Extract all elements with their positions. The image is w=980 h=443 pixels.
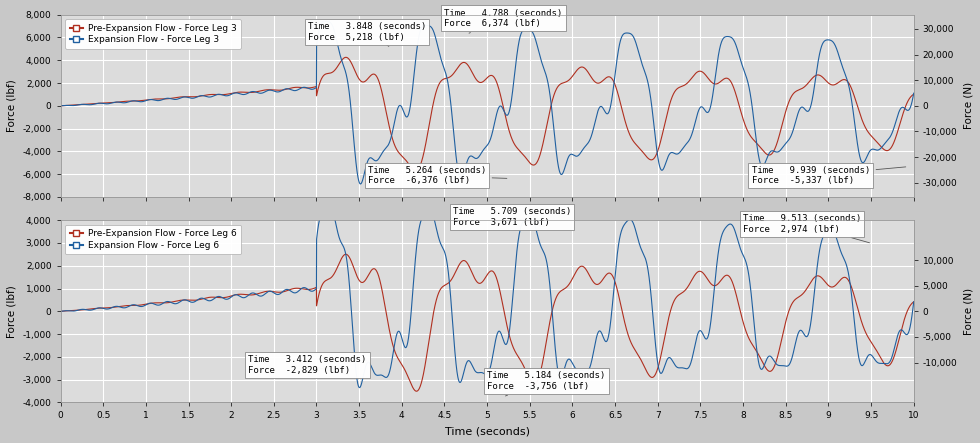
Y-axis label: Force (lbf): Force (lbf) bbox=[7, 79, 17, 132]
Text: Time   3.848 (seconds)
Force  5,218 (lbf): Time 3.848 (seconds) Force 5,218 (lbf) bbox=[308, 22, 426, 47]
Legend: Pre-Expansion Flow - Force Leg 6, Expansion Flow - Force Leg 6: Pre-Expansion Flow - Force Leg 6, Expans… bbox=[65, 225, 241, 254]
Text: Time   3.412 (seconds)
Force  -2,829 (lbf): Time 3.412 (seconds) Force -2,829 (lbf) bbox=[248, 355, 367, 375]
Text: Time   9.513 (seconds)
Force  2,974 (lbf): Time 9.513 (seconds) Force 2,974 (lbf) bbox=[743, 214, 869, 243]
X-axis label: Time (seconds): Time (seconds) bbox=[445, 426, 529, 436]
Text: Time   5.709 (seconds)
Force  3,671 (lbf): Time 5.709 (seconds) Force 3,671 (lbf) bbox=[453, 207, 571, 227]
Text: Time   5.264 (seconds)
Force  -6,376 (lbf): Time 5.264 (seconds) Force -6,376 (lbf) bbox=[368, 166, 507, 185]
Y-axis label: Force (N): Force (N) bbox=[963, 288, 973, 335]
Text: Time   9.939 (seconds)
Force  -5,337 (lbf): Time 9.939 (seconds) Force -5,337 (lbf) bbox=[752, 166, 906, 185]
Text: Time   5.184 (seconds)
Force  -3,756 (lbf): Time 5.184 (seconds) Force -3,756 (lbf) bbox=[487, 371, 606, 396]
Text: Time   4.788 (seconds)
Force  6,374 (lbf): Time 4.788 (seconds) Force 6,374 (lbf) bbox=[445, 9, 563, 33]
Y-axis label: Force (lbf): Force (lbf) bbox=[7, 285, 17, 338]
Legend: Pre-Expansion Flow - Force Leg 3, Expansion Flow - Force Leg 3: Pre-Expansion Flow - Force Leg 3, Expans… bbox=[65, 19, 241, 49]
Y-axis label: Force (N): Force (N) bbox=[963, 82, 973, 129]
